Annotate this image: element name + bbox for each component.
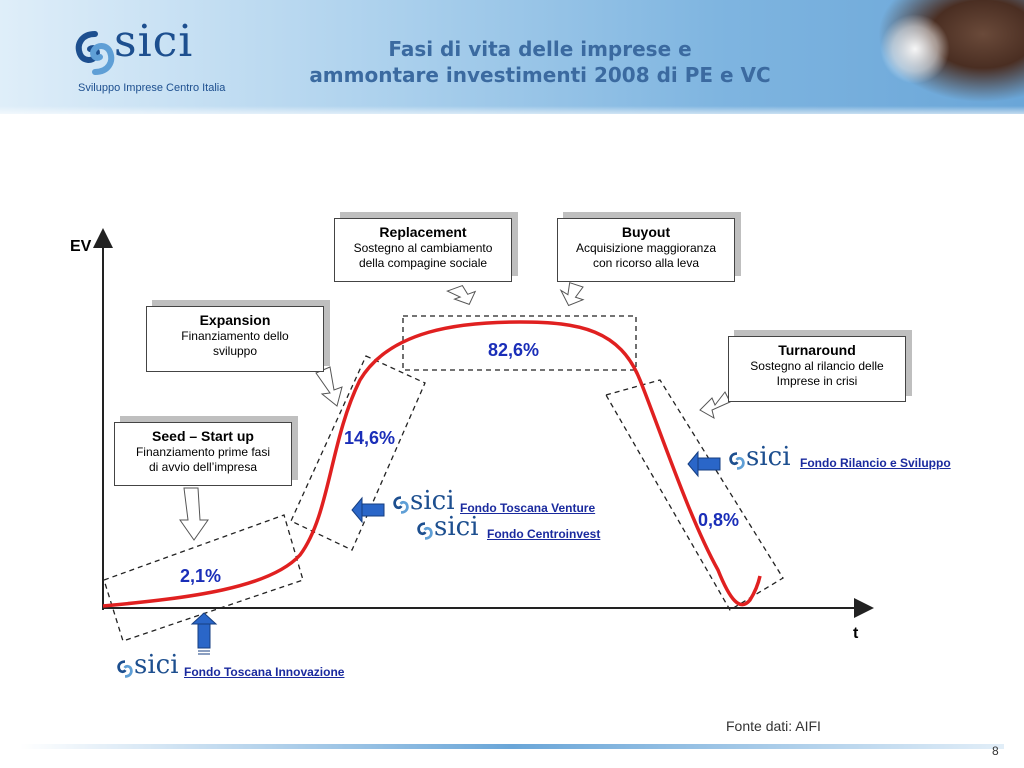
mini-logo-word: sici <box>434 512 479 542</box>
swirl-icon <box>729 452 745 470</box>
expansion-percentage: 14,6% <box>344 428 396 448</box>
turnaround-desc-1: Sostegno al rilancio delle <box>750 359 884 373</box>
replacement-title: Replacement <box>379 224 467 240</box>
page-number: 8 <box>992 744 999 758</box>
expansion-box: Expansion Finanziamento dello sviluppo <box>146 306 324 372</box>
mini-logo-word: sici <box>410 486 455 516</box>
toscana-venture-blue-arrow <box>351 496 385 524</box>
sici-logo-small: sici <box>416 512 480 546</box>
fund-rilancio-sviluppo: Fondo Rilancio e Sviluppo <box>800 456 951 470</box>
rilancio-blue-arrow <box>687 450 721 478</box>
turnaround-percentage: 0,8% <box>698 510 740 530</box>
replacement-box: Replacement Sostegno al cambiamento dell… <box>334 218 512 282</box>
expansion-desc-2: sviluppo <box>212 344 258 358</box>
mini-logo-word: sici <box>746 442 791 472</box>
seed-box: Seed – Start up Finanziamento prime fasi… <box>114 422 292 486</box>
expansion-title: Expansion <box>199 312 271 328</box>
title-line-2: ammontare investimenti 2008 di PE e VC <box>309 63 771 87</box>
expansion-pointer-arrow <box>315 366 343 407</box>
footer-divider <box>20 744 1004 749</box>
turnaround-phase-frame <box>605 379 784 611</box>
seed-title: Seed – Start up <box>152 428 254 444</box>
replacement-pointer-arrow <box>446 284 477 305</box>
fund-toscana-venture: Fondo Toscana Venture <box>460 501 596 515</box>
buyout-title: Buyout <box>621 224 671 240</box>
toscana-innovazione-blue-arrow <box>190 612 218 655</box>
swirl-icon <box>75 31 115 75</box>
x-axis-label: t <box>853 625 859 642</box>
y-axis-label: EV <box>70 238 92 255</box>
replacement-desc-2: della compagine sociale <box>358 256 488 270</box>
data-source: Fonte dati: AIFI <box>726 718 821 734</box>
turnaround-box: Turnaround Sostegno al rilancio delle Im… <box>728 336 906 402</box>
logo-word: sici <box>114 16 194 67</box>
turnaround-pointer-arrow <box>699 391 731 420</box>
sici-logo-small: sici <box>392 486 456 520</box>
sici-logo-small: sici <box>728 442 792 476</box>
fund-toscana-innovazione: Fondo Toscana Innovazione <box>184 665 345 679</box>
replacement-desc-1: Sostegno al cambiamento <box>353 241 493 255</box>
turnaround-title: Turnaround <box>778 342 856 358</box>
seed-desc-1: Finanziamento prime fasi <box>135 445 271 459</box>
lifecycle-curve <box>102 320 762 608</box>
mini-logo-word: sici <box>134 650 179 680</box>
swirl-icon <box>117 660 133 678</box>
buyout-box: Buyout Acquisizione maggioranza con rico… <box>557 218 735 282</box>
fund-centroinvest: Fondo Centroinvest <box>487 527 601 541</box>
seed-phase-frame <box>103 514 304 642</box>
page-title: Fasi di vita delle imprese e ammontare i… <box>260 36 820 88</box>
expansion-desc-1: Finanziamento dello <box>181 329 289 343</box>
expansion-phase-frame <box>290 355 426 551</box>
turnaround-desc-2: Imprese in crisi <box>776 374 858 388</box>
buyout-desc-2: con ricorso alla leva <box>592 256 700 270</box>
header-banner: sici Sviluppo Imprese Centro Italia Fasi… <box>0 0 1024 114</box>
seed-percentage: 2,1% <box>180 566 222 586</box>
buyout-desc-1: Acquisizione maggioranza <box>575 241 717 255</box>
seed-desc-2: di avvio dell’impresa <box>148 460 258 474</box>
logo-tagline: Sviluppo Imprese Centro Italia <box>78 82 226 94</box>
buyout-percentage: 82,6% <box>488 340 540 360</box>
title-line-1: Fasi di vita delle imprese e <box>388 37 692 61</box>
dandelion-image <box>880 14 950 84</box>
buyout-pointer-arrow <box>559 282 585 307</box>
sici-logo: sici Sviluppo Imprese Centro Italia <box>72 16 242 96</box>
seed-pointer-arrow <box>179 487 209 541</box>
swirl-icon <box>393 496 409 514</box>
sici-logo-small: sici <box>116 650 180 684</box>
swirl-icon <box>417 522 433 540</box>
